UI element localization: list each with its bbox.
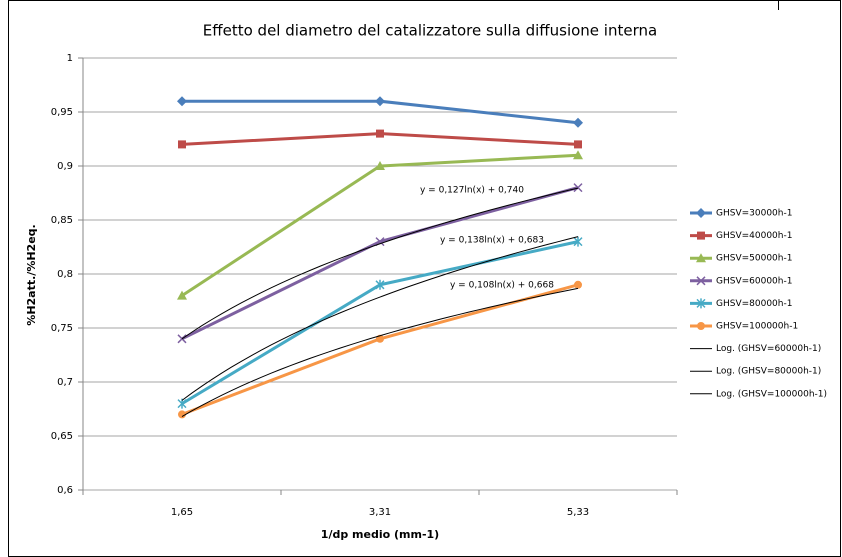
legend-label: GHSV=50000h-1	[716, 254, 792, 264]
marker	[697, 231, 705, 240]
marker	[375, 96, 385, 107]
marker	[696, 276, 706, 286]
trendline-equation: y = 0,127ln(x) + 0,740	[420, 186, 524, 196]
marker	[573, 117, 583, 128]
marker	[696, 298, 706, 309]
marker	[178, 140, 186, 149]
marker	[177, 96, 187, 107]
legend-label: Log. (GHSV=100000h-1)	[716, 389, 827, 399]
marker	[697, 322, 705, 330]
trendline	[181, 236, 579, 401]
y-tick-label: 0,7	[57, 377, 73, 388]
x-tick-label: 3,31	[369, 507, 391, 518]
legend-label: GHSV=30000h-1	[716, 209, 792, 219]
y-tick-label: 0,9	[57, 161, 73, 172]
marker	[574, 280, 582, 289]
legend-label: GHSV=40000h-1	[716, 231, 792, 241]
legend-label: Log. (GHSV=60000h-1)	[716, 344, 821, 354]
chart-title: Effetto del diametro del catalizzatore s…	[203, 22, 657, 40]
marker	[573, 183, 583, 193]
x-tick-label: 1,65	[171, 507, 193, 518]
x-tick-label: 5,33	[567, 507, 589, 518]
legend-label: GHSV=100000h-1	[716, 322, 798, 332]
y-tick-label: 0,75	[51, 323, 73, 334]
legend-label: GHSV=80000h-1	[716, 299, 792, 309]
trendline	[181, 187, 579, 340]
y-tick-label: 0,8	[57, 269, 73, 280]
y-tick-label: 0,65	[51, 431, 73, 442]
marker	[375, 279, 385, 290]
trendline-equation: y = 0,108ln(x) + 0,668	[450, 281, 554, 291]
y-axis-title: %H2att./%H2eq.	[25, 224, 38, 325]
legend-label: Log. (GHSV=80000h-1)	[716, 367, 821, 377]
marker	[574, 140, 582, 149]
y-tick-label: 0,85	[51, 215, 73, 226]
marker	[573, 150, 583, 160]
marker	[696, 208, 706, 218]
marker	[178, 410, 186, 419]
x-axis-title: 1/dp medio (mm-1)	[321, 528, 439, 541]
y-tick-label: 1	[67, 53, 73, 64]
marker	[696, 253, 706, 263]
marker	[375, 161, 385, 170]
legend-label: GHSV=60000h-1	[716, 276, 792, 286]
y-tick-label: 0,6	[57, 485, 73, 496]
chart-frame	[8, 0, 841, 557]
marker	[573, 236, 583, 247]
y-tick-label: 0,95	[51, 107, 73, 118]
trendline	[181, 287, 579, 417]
marker	[376, 129, 384, 138]
trendline-equation: y = 0,138ln(x) + 0,683	[440, 236, 544, 246]
marker	[177, 290, 187, 300]
